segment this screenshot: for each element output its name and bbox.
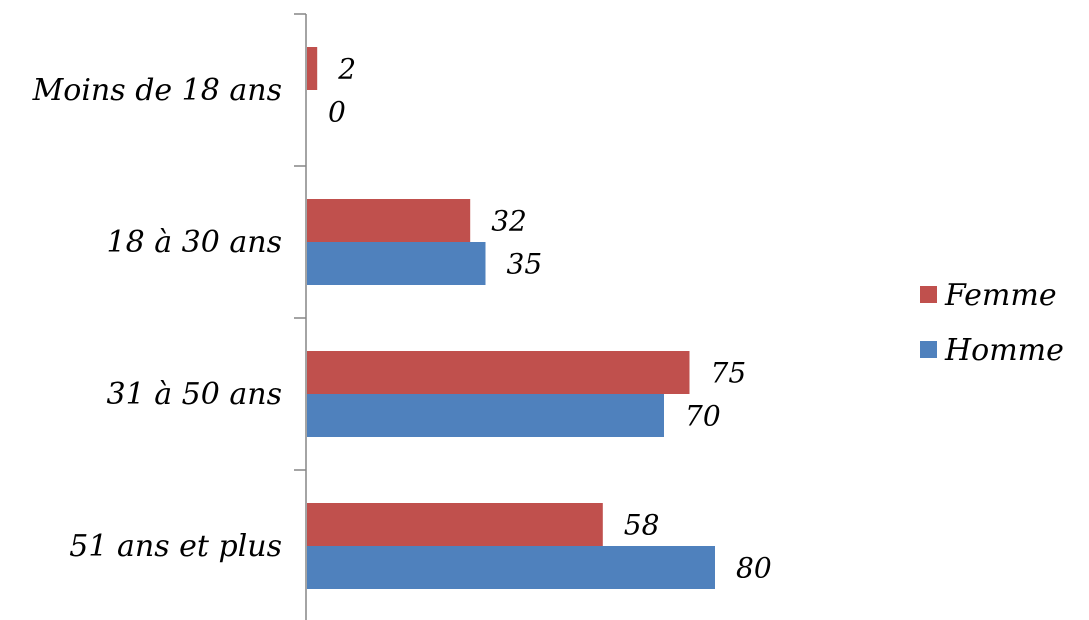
data-labels: 2 0 32 35 75 70 58 80 [328, 53, 772, 585]
data-label-femme-moins-de-18-ans: 2 [337, 53, 356, 86]
y-axis-ticks [294, 13, 306, 471]
bars [307, 47, 715, 589]
data-label-homme-51-ans-et-plus: 80 [736, 552, 772, 585]
category-label-51-ans-et-plus: 51 ans et plus [69, 529, 282, 564]
category-labels: Moins de 18 ans 18 à 30 ans 31 à 50 ans 51 … [32, 73, 282, 564]
bar-femme-31-a-50-ans [307, 351, 690, 394]
data-label-femme-18-a-30-ans: 32 [491, 205, 527, 238]
legend-label-femme: Femme [944, 278, 1057, 313]
legend-swatch-homme [920, 341, 937, 358]
category-label-18-a-30-ans: 18 à 30 ans [107, 225, 282, 260]
legend: Femme Homme [920, 278, 1064, 368]
bar-homme-18-a-30-ans [307, 242, 486, 285]
legend-label-homme: Homme [944, 333, 1064, 368]
bar-femme-18-a-30-ans [307, 199, 471, 242]
data-label-homme-moins-de-18-ans: 0 [328, 96, 346, 129]
bar-homme-51-ans-et-plus [307, 546, 715, 589]
category-label-31-a-50-ans: 31 à 50 ans [107, 377, 282, 412]
data-label-homme-18-a-30-ans: 35 [507, 248, 543, 281]
bar-homme-31-a-50-ans [307, 394, 664, 437]
bar-femme-moins-de-18-ans [307, 47, 318, 90]
bar-femme-51-ans-et-plus [307, 503, 603, 546]
legend-swatch-femme [920, 286, 937, 303]
data-label-homme-31-a-50-ans: 70 [685, 400, 721, 433]
category-label-moins-de-18-ans: Moins de 18 ans [32, 73, 282, 108]
data-label-femme-51-ans-et-plus: 58 [624, 509, 660, 542]
data-label-femme-31-a-50-ans: 75 [711, 357, 747, 390]
